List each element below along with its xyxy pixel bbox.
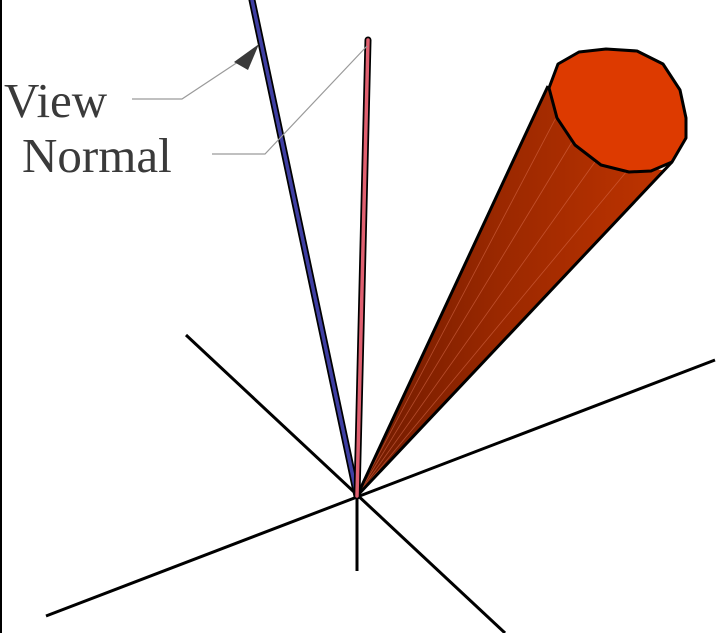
axis-x (45, 358, 716, 618)
normal-vector (353, 36, 372, 500)
light-cone (355, 47, 688, 498)
label-view: View (4, 73, 108, 128)
cone-cap (547, 47, 688, 174)
normal-leader-line (212, 45, 368, 155)
cone-left-edge (355, 85, 550, 497)
cone-body (357, 86, 672, 496)
view-leader-line (132, 55, 248, 100)
cone-right-edge (355, 160, 674, 498)
cone-facet-lines (356, 109, 633, 497)
view-vector (248, 0, 361, 500)
coordinate-axes (45, 333, 716, 633)
axis-z (184, 333, 507, 633)
label-normal: Normal (22, 128, 172, 183)
view-arrowhead-icon (234, 44, 259, 70)
leader-lines (132, 45, 368, 155)
